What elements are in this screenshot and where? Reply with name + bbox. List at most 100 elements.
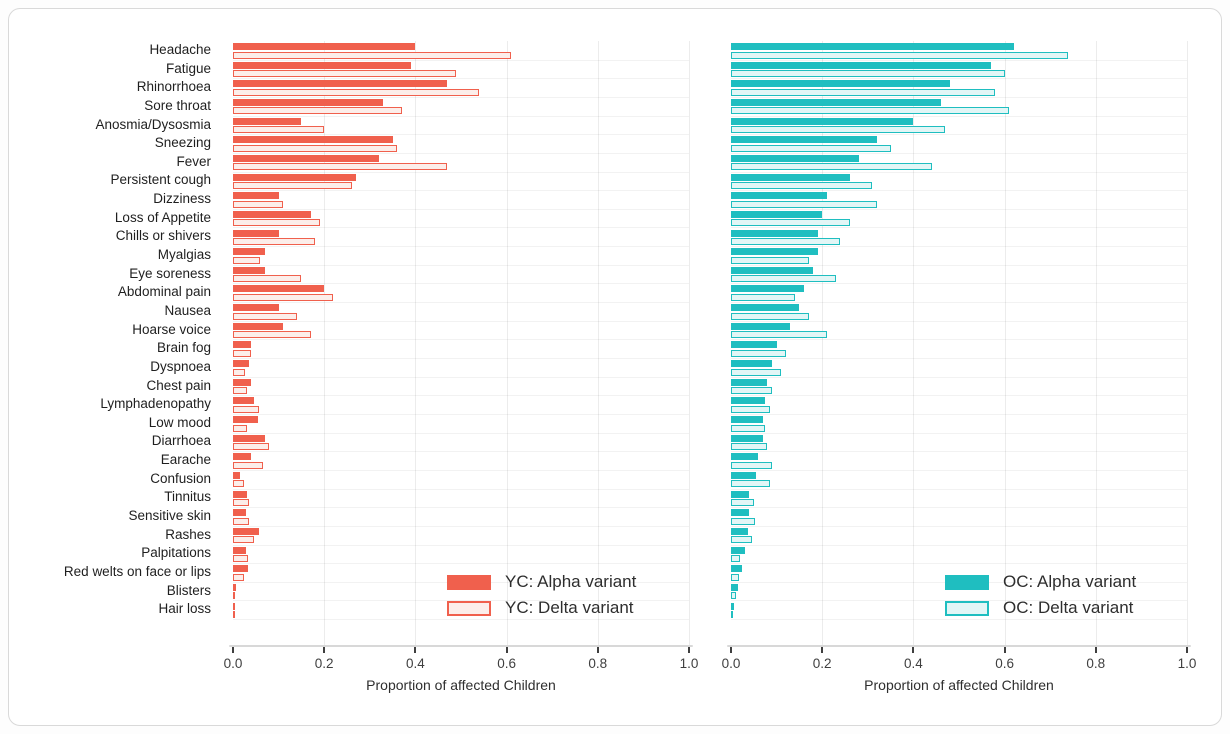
- bar-alpha-variant: [233, 304, 279, 312]
- bar-row: [233, 134, 689, 154]
- bar-alpha-variant: [731, 173, 850, 181]
- bar-delta-variant: [233, 517, 249, 525]
- category-label: Loss of Appetite: [114, 209, 211, 225]
- bar-delta-variant: [731, 51, 1069, 59]
- bar-row: [731, 395, 1187, 415]
- bar-row: [233, 246, 689, 266]
- bar-delta-variant: [233, 461, 263, 469]
- bar-row: [731, 265, 1187, 285]
- category-label: Rashes: [165, 526, 211, 542]
- x-axis-tick-label: 0.4: [904, 656, 923, 671]
- bar-row: [233, 153, 689, 173]
- category-label: Low mood: [148, 414, 211, 430]
- plot-area-oc: [727, 41, 1191, 647]
- bar-row: [233, 451, 689, 471]
- category-label: Dizziness: [153, 191, 211, 207]
- bar-delta-variant: [233, 443, 270, 451]
- bar-delta-variant: [731, 182, 873, 190]
- bar-row: [731, 507, 1187, 527]
- gridline: [1004, 41, 1006, 646]
- bar-alpha-variant: [731, 546, 745, 554]
- bar-row: [233, 507, 689, 527]
- x-axis-tick-label: 0.0: [223, 656, 243, 671]
- x-axis-tick-label: 1.0: [1177, 656, 1197, 671]
- legend-label: OC: Delta variant: [1003, 598, 1134, 617]
- category-label: Rhinorrhoea: [136, 79, 211, 95]
- bar-alpha-variant: [233, 285, 325, 293]
- x-axis-tick: [323, 647, 326, 653]
- category-axis-labels: Headache Fatigue Rhinorrhoea Sore throat Ano…: [9, 41, 225, 619]
- category-label: Sneezing: [154, 135, 211, 151]
- bar-row: [233, 358, 689, 378]
- bar-delta-variant: [731, 424, 766, 432]
- bar-row: [731, 358, 1187, 378]
- x-axis-tick-label: 0.0: [721, 656, 741, 671]
- figure-card: Headache Fatigue Rhinorrhoea Sore throat Ano…: [8, 8, 1222, 726]
- legend-label: YC: Alpha variant: [505, 572, 637, 591]
- bar-delta-variant: [731, 144, 891, 152]
- bar-row: [731, 302, 1187, 322]
- category-label: Diarrhoea: [151, 433, 211, 449]
- bar-row: [731, 283, 1187, 304]
- bar-row: [233, 209, 689, 229]
- bar-row: [233, 283, 689, 304]
- bar-row: [233, 339, 689, 360]
- bar-delta-variant: [233, 256, 261, 264]
- legend-oc: OC: Alpha variant OC: Delta variant: [945, 569, 1136, 621]
- x-axis-tick: [688, 647, 690, 653]
- panel-younger-children: Proportion of affected Children YC: Alph…: [224, 41, 698, 693]
- category-label: Red welts on face or lips: [63, 563, 211, 579]
- x-axis-tick: [730, 647, 732, 653]
- x-axis-tick-label: 0.2: [314, 656, 334, 671]
- bar-row: [233, 377, 689, 397]
- bar-delta-variant: [731, 555, 741, 563]
- bar-row: [731, 190, 1187, 210]
- bar-alpha-variant: [233, 136, 393, 144]
- bar-alpha-variant: [731, 341, 777, 349]
- bar-row: [233, 601, 689, 621]
- bar-row: [731, 116, 1187, 136]
- bar-delta-variant: [731, 349, 786, 357]
- gridline: [913, 41, 915, 646]
- bar-alpha-variant: [731, 136, 877, 144]
- bar-delta-variant: [233, 238, 316, 245]
- bar-delta-variant: [731, 70, 1005, 78]
- legend-item: YC: Alpha variant: [447, 569, 636, 595]
- bar-row: [731, 228, 1187, 248]
- bar-alpha-variant: [731, 509, 750, 517]
- bar-alpha-variant: [731, 285, 804, 293]
- bar-alpha-variant: [233, 98, 384, 106]
- bar-alpha-variant: [233, 471, 240, 479]
- x-axis-tick: [505, 647, 508, 653]
- bar-alpha-variant: [233, 416, 259, 423]
- legend-swatch-yc-alpha: [447, 574, 491, 590]
- bar-alpha-variant: [731, 490, 750, 498]
- bar-delta-variant: [731, 573, 739, 581]
- bar-alpha-variant: [731, 154, 859, 162]
- bar-alpha-variant: [731, 98, 941, 106]
- x-axis-tick: [596, 647, 599, 653]
- category-label: Earache: [160, 452, 211, 468]
- bar-delta-variant: [731, 517, 755, 525]
- legend-label: OC: Alpha variant: [1003, 572, 1137, 591]
- bar-delta-variant: [731, 611, 734, 618]
- category-label: Hoarse voice: [132, 321, 211, 337]
- bar-delta-variant: [731, 275, 836, 283]
- bar-delta-variant: [233, 480, 245, 488]
- bar-delta-variant: [233, 293, 334, 301]
- bar-row: [233, 60, 689, 80]
- bar-alpha-variant: [731, 80, 950, 88]
- bar-alpha-variant: [233, 509, 246, 517]
- bar-row: [233, 190, 689, 210]
- bar-row: [731, 321, 1187, 341]
- bar-delta-variant: [233, 555, 248, 563]
- bar-row: [233, 302, 689, 322]
- bar-alpha-variant: [731, 416, 763, 423]
- bar-alpha-variant: [731, 43, 1014, 50]
- bar-delta-variant: [731, 331, 827, 339]
- x-axis-tick: [1003, 647, 1006, 653]
- category-label: Confusion: [150, 470, 211, 486]
- bar-alpha-variant: [731, 322, 791, 330]
- bar-delta-variant: [233, 70, 457, 78]
- legend-item: YC: Delta variant: [447, 595, 636, 621]
